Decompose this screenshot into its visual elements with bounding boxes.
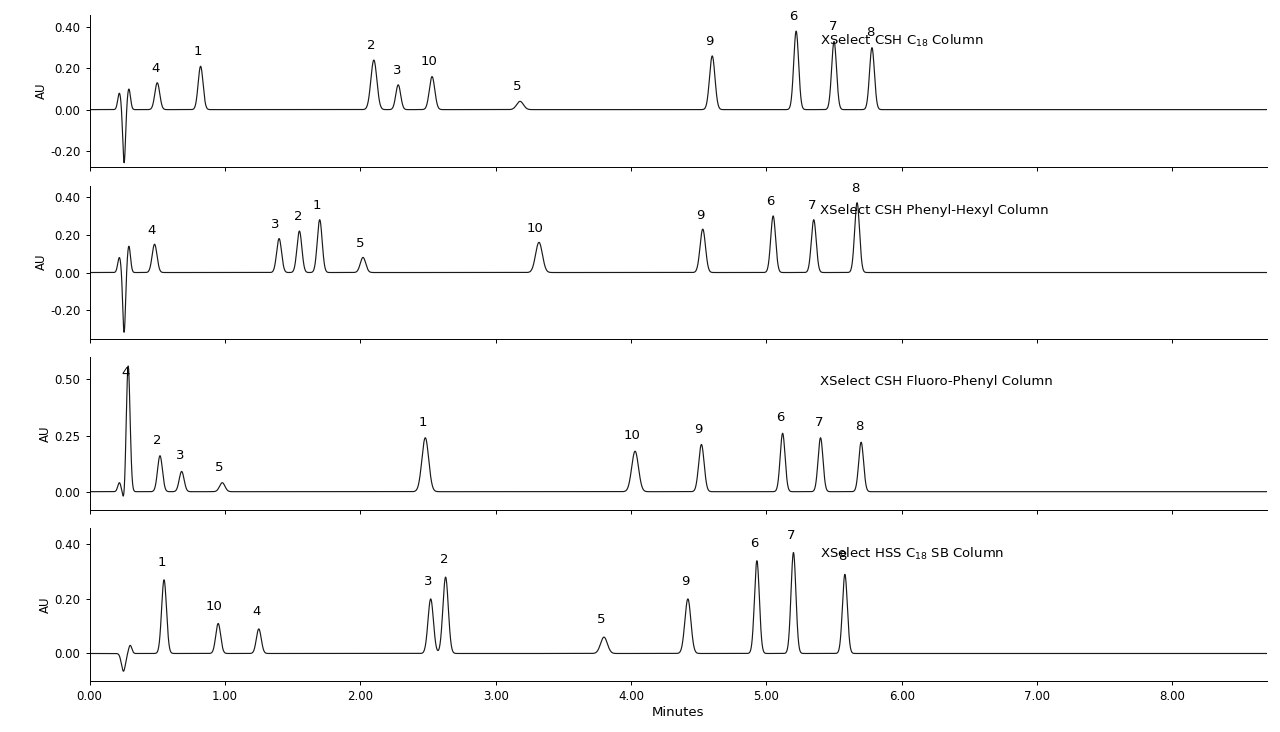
Text: 7: 7 xyxy=(828,20,837,33)
Text: 5: 5 xyxy=(215,460,224,474)
Text: XSelect CSH Fluoro-Phenyl Column: XSelect CSH Fluoro-Phenyl Column xyxy=(819,376,1052,388)
Text: 3: 3 xyxy=(271,218,279,231)
Text: 3: 3 xyxy=(424,575,433,588)
Text: 5: 5 xyxy=(356,237,365,250)
Text: 8: 8 xyxy=(855,420,864,433)
Text: 10: 10 xyxy=(623,429,641,442)
Text: 7: 7 xyxy=(808,199,817,212)
Text: XSelect HSS C$_{18}$ SB Column: XSelect HSS C$_{18}$ SB Column xyxy=(819,546,1004,562)
Text: 3: 3 xyxy=(177,449,184,463)
Text: 9: 9 xyxy=(705,34,714,48)
Text: 10: 10 xyxy=(421,56,438,68)
Text: 2: 2 xyxy=(154,434,161,447)
Text: 4: 4 xyxy=(152,61,160,75)
Text: 6: 6 xyxy=(790,10,797,23)
Text: 1: 1 xyxy=(419,416,426,429)
Text: XSelect CSH Phenyl-Hexyl Column: XSelect CSH Phenyl-Hexyl Column xyxy=(819,204,1048,217)
Y-axis label: AU: AU xyxy=(38,596,51,613)
Text: 9: 9 xyxy=(681,575,690,588)
Text: 2: 2 xyxy=(440,553,448,566)
Text: 6: 6 xyxy=(776,411,785,425)
Text: 1: 1 xyxy=(312,199,321,212)
Text: 10: 10 xyxy=(206,600,223,613)
Text: 8: 8 xyxy=(838,550,846,564)
Text: 2: 2 xyxy=(367,39,375,52)
Text: XSelect CSH C$_{18}$ Column: XSelect CSH C$_{18}$ Column xyxy=(819,33,983,49)
Text: 7: 7 xyxy=(786,529,795,542)
X-axis label: Minutes: Minutes xyxy=(652,706,705,719)
Text: 9: 9 xyxy=(696,209,704,222)
Text: 6: 6 xyxy=(767,195,774,209)
Text: 1: 1 xyxy=(193,45,202,58)
Text: 6: 6 xyxy=(750,537,758,550)
Text: 9: 9 xyxy=(695,422,703,436)
Y-axis label: AU: AU xyxy=(38,425,51,441)
Text: 1: 1 xyxy=(157,556,165,569)
Text: 4: 4 xyxy=(122,366,129,379)
Text: 5: 5 xyxy=(596,613,605,626)
Y-axis label: AU: AU xyxy=(35,83,47,100)
Text: 3: 3 xyxy=(393,64,401,77)
Text: 4: 4 xyxy=(252,605,260,618)
Text: 7: 7 xyxy=(815,416,823,429)
Text: 4: 4 xyxy=(147,224,156,236)
Text: 2: 2 xyxy=(294,211,302,223)
Text: 8: 8 xyxy=(851,182,860,195)
Y-axis label: AU: AU xyxy=(35,254,47,270)
Text: 8: 8 xyxy=(867,26,874,40)
Text: 5: 5 xyxy=(513,80,521,93)
Text: 10: 10 xyxy=(526,222,543,235)
